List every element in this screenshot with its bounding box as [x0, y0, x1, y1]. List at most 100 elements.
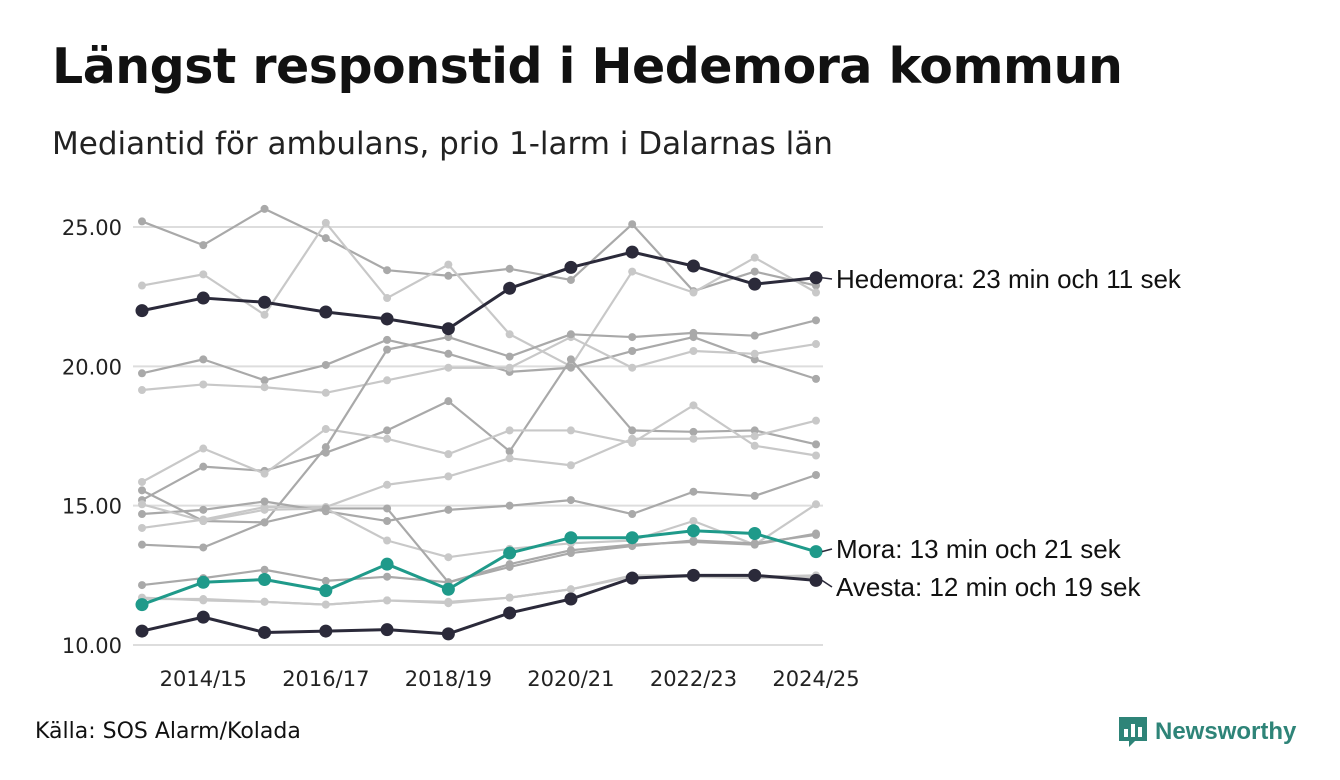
- context-series-10-point: [383, 536, 392, 545]
- context-series-7-point: [750, 331, 759, 340]
- series-hedemora-point: [441, 322, 455, 336]
- context-series-5-line: [141, 358, 817, 502]
- series-mora-point: [564, 531, 578, 545]
- context-series-4-point: [689, 347, 698, 356]
- context-series-4: [138, 333, 820, 397]
- label-connector-avesta: [821, 579, 833, 588]
- context-series-1-point: [321, 234, 330, 243]
- context-series-12-point: [505, 562, 514, 571]
- context-series-4-point: [321, 388, 330, 397]
- series-hedemora-point: [319, 305, 333, 319]
- context-series-12-point: [628, 542, 637, 551]
- series-hedemora-point: [686, 259, 700, 273]
- context-series-7-line: [141, 319, 817, 524]
- context-series-3-point: [260, 376, 269, 385]
- series-hedemora-point: [196, 291, 210, 305]
- source-note: Källa: SOS Alarm/Kolada: [35, 719, 301, 744]
- context-series-10-point: [689, 516, 698, 525]
- context-series-11-point: [321, 504, 330, 513]
- y-tick-label: 25.00: [62, 216, 122, 240]
- series-mora-point: [441, 582, 455, 596]
- context-series-7-point: [444, 333, 453, 342]
- series-avesta-point: [319, 624, 333, 638]
- context-series-4-point: [628, 363, 637, 372]
- context-series-1-point: [566, 275, 575, 284]
- context-series-10-point: [260, 505, 269, 514]
- context-series-9-point: [812, 471, 820, 480]
- context-series-2-point: [812, 288, 820, 297]
- series-mora-point: [809, 545, 823, 559]
- context-series-2-line: [141, 221, 817, 368]
- context-series-3-point: [138, 369, 146, 378]
- series-mora-point: [625, 531, 639, 545]
- context-series-3-point: [321, 360, 330, 369]
- context-series-9-point: [505, 501, 514, 510]
- context-series-6: [138, 401, 820, 486]
- end-label-avesta: Avesta: 12 min och 19 sek: [836, 572, 1141, 602]
- context-series-12-point: [321, 576, 330, 585]
- context-series-9: [138, 471, 820, 525]
- context-series-9-point: [138, 510, 146, 519]
- context-series-8-point: [505, 454, 514, 463]
- context-series-4-point: [750, 349, 759, 358]
- context-series-9-point: [444, 505, 453, 514]
- series-avesta-line: [141, 573, 817, 636]
- context-series-8-point: [566, 461, 575, 470]
- series-mora-point: [135, 598, 149, 612]
- series-hedemora-line: [141, 250, 817, 331]
- context-series-9-point: [750, 491, 759, 500]
- context-series-9-point: [260, 497, 269, 506]
- series-avesta-point: [625, 571, 639, 585]
- series-hedemora: [135, 245, 823, 336]
- context-series-5-point: [199, 462, 208, 471]
- series-avesta-point: [686, 568, 700, 582]
- series-hedemora-point: [380, 312, 394, 326]
- series-hedemora-point: [809, 271, 823, 285]
- context-series-7-point: [812, 316, 820, 325]
- series-avesta-point: [196, 610, 210, 624]
- context-series-7-point: [628, 333, 637, 342]
- end-label-mora: Mora: 13 min och 21 sek: [836, 534, 1122, 564]
- context-series-5-point: [812, 440, 820, 449]
- x-axis-ticks: 2014/15 2016/17 2018/19 2020/21 2022/23 2024/…: [160, 667, 860, 691]
- context-series-4-point: [199, 380, 208, 389]
- context-series-6-point: [566, 426, 575, 435]
- context-series-1-point: [750, 267, 759, 276]
- context-series-1-point: [628, 220, 637, 229]
- context-series-6-point: [199, 444, 208, 453]
- context-series-3-point: [566, 363, 575, 372]
- context-series-6-point: [812, 451, 820, 460]
- context-series-3-point: [750, 355, 759, 364]
- series-avesta-point: [380, 623, 394, 637]
- context-series-7-point: [566, 330, 575, 339]
- context-series-13: [138, 572, 820, 609]
- x-tick-label: 2018/19: [405, 667, 492, 691]
- series-mora-line: [141, 529, 817, 607]
- series-mora-point: [503, 546, 517, 560]
- context-series-3: [138, 333, 820, 385]
- brand-name: Newsworthy: [1155, 718, 1297, 745]
- context-series-3-point: [812, 374, 820, 383]
- label-connector-hedemora: [821, 276, 833, 280]
- context-series-3-line: [141, 335, 817, 382]
- series-mora-point: [196, 575, 210, 589]
- brand-logo[interactable]: Newsworthy: [1117, 714, 1296, 750]
- context-series-6-point: [505, 426, 514, 435]
- context-series-9-point: [383, 516, 392, 525]
- context-series-4-point: [383, 376, 392, 385]
- y-axis-ticks: 10.00 15.00 20.00 25.00: [62, 216, 122, 658]
- context-series-11-point: [138, 540, 146, 549]
- context-series-11-line: [141, 507, 817, 584]
- context-series-2-point: [321, 218, 330, 227]
- context-series-6-point: [138, 477, 146, 486]
- context-series-7-point: [383, 345, 392, 354]
- y-tick-label: 15.00: [62, 495, 122, 519]
- context-series-2-point: [383, 294, 392, 303]
- page-subtitle: Mediantid för ambulans, prio 1-larm i Da…: [52, 126, 833, 162]
- context-series-5-point: [505, 447, 514, 456]
- context-series-10-point: [444, 553, 453, 562]
- context-series-9-line: [141, 473, 817, 523]
- context-series-12-line: [141, 533, 817, 587]
- context-series-1-point: [260, 204, 269, 213]
